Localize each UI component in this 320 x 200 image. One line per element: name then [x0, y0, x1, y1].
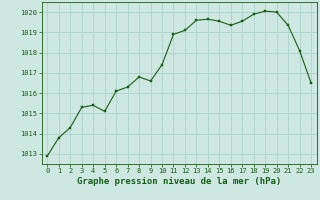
X-axis label: Graphe pression niveau de la mer (hPa): Graphe pression niveau de la mer (hPa) — [77, 177, 281, 186]
